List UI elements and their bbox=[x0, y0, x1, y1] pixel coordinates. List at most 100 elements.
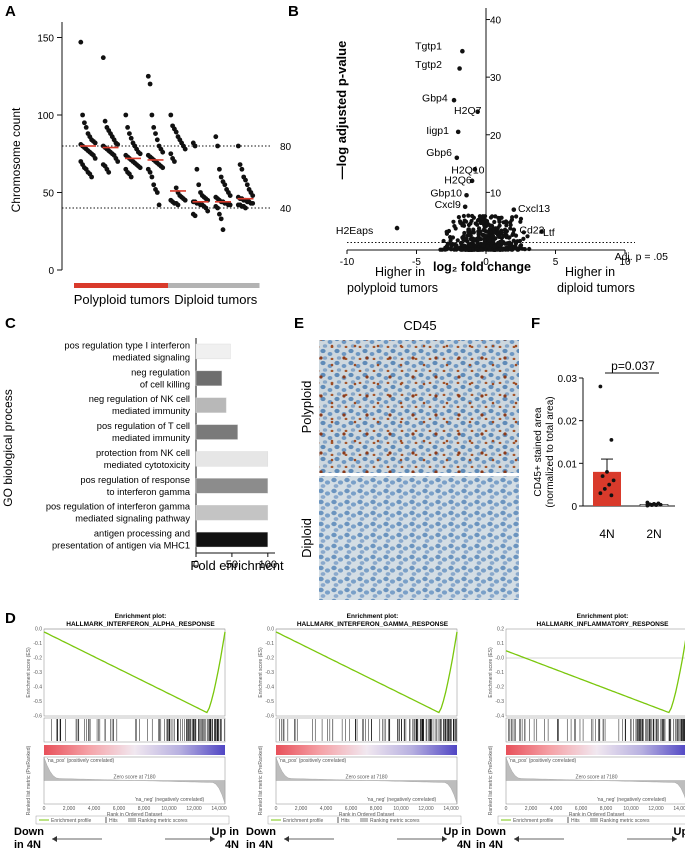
labeled-point bbox=[460, 48, 465, 54]
es-frame bbox=[275, 628, 458, 717]
es-frame bbox=[505, 628, 685, 717]
x-tick-label: 12,000 bbox=[648, 806, 664, 812]
data-point bbox=[115, 159, 121, 164]
bar bbox=[195, 343, 231, 360]
data-point bbox=[154, 190, 160, 195]
es-tick-label: -0.6 bbox=[265, 714, 274, 720]
panel-d: D Enrichment plot:HALLMARK_INTERFERON_AL… bbox=[5, 610, 685, 851]
gsea-plot: Enrichment plot:HALLMARK_INTERFERON_ALPH… bbox=[14, 613, 239, 851]
background-point bbox=[480, 220, 486, 225]
down-arrow-head bbox=[514, 836, 519, 842]
x-tick-label: 10,000 bbox=[161, 806, 177, 812]
x-axis-label: Rank in Ordered Dataset bbox=[569, 812, 625, 818]
data-point bbox=[649, 503, 654, 508]
background-point bbox=[455, 246, 460, 252]
data-point bbox=[598, 384, 603, 389]
data-point bbox=[244, 182, 250, 188]
data-point bbox=[145, 73, 151, 79]
rank-axis-label: Ranked list metric (PreRanked) bbox=[488, 745, 494, 815]
data-point bbox=[227, 193, 233, 199]
data-point bbox=[192, 213, 198, 219]
background-point bbox=[444, 247, 449, 252]
data-point bbox=[607, 482, 612, 487]
data-point bbox=[218, 216, 224, 222]
panel-a-label: A bbox=[5, 3, 16, 20]
background-point bbox=[504, 220, 509, 225]
x-tick-label: 12,000 bbox=[186, 806, 202, 812]
x-tick-label: 50 bbox=[226, 559, 238, 571]
background-point bbox=[499, 230, 504, 235]
data-point bbox=[128, 174, 134, 180]
background-point bbox=[480, 214, 486, 219]
gsea-plot-subtitle: HALLMARK_INFLAMMATORY_RESPONSE bbox=[536, 621, 669, 628]
panel-e-label: E bbox=[294, 315, 304, 332]
es-tick-label: 0.0 bbox=[267, 627, 274, 633]
category-label-line1: protection from NK cell bbox=[96, 448, 190, 458]
x-tick-label: 8,000 bbox=[138, 806, 151, 812]
x-tick-label: 4,000 bbox=[320, 806, 333, 812]
category-label-line2: mediated immunity bbox=[112, 433, 190, 443]
background-point bbox=[482, 224, 487, 229]
panel-b-axes: 10 20 30 40 -10 -5 0 5 10 bbox=[340, 8, 635, 268]
data-point bbox=[182, 146, 188, 152]
category-label-line1: pos regulation of interferon gamma bbox=[46, 502, 191, 512]
gene-label: H2Eaps bbox=[336, 225, 373, 237]
background-point bbox=[475, 218, 481, 223]
pos-label: 'na_pos' (positively correlated) bbox=[509, 758, 577, 764]
x-tick-label: 10,000 bbox=[393, 806, 409, 812]
gene-label: Gbp4 bbox=[422, 92, 448, 104]
rank-color-bar bbox=[506, 745, 685, 755]
labeled-point bbox=[469, 178, 475, 184]
es-axis-label: Enrichment score (ES) bbox=[258, 647, 264, 698]
es-tick-label: -0.1 bbox=[265, 641, 274, 647]
gene-label: Cxcl13 bbox=[518, 203, 550, 215]
background-point bbox=[462, 230, 467, 236]
background-point bbox=[497, 219, 502, 225]
rank-axis-label: Ranked list metric (PreRanked) bbox=[258, 745, 264, 815]
x-tick-label: 6,000 bbox=[345, 806, 358, 812]
background-point bbox=[456, 215, 461, 220]
x-tick-label: 10 bbox=[619, 257, 631, 268]
background-point bbox=[467, 247, 472, 252]
data-point bbox=[194, 166, 200, 172]
y-tick-label: 0 bbox=[571, 502, 577, 513]
category-label-line2: mediated signaling pathway bbox=[75, 514, 190, 524]
gene-label: Tgtp1 bbox=[415, 40, 442, 52]
data-point bbox=[243, 177, 248, 183]
labeled-point bbox=[511, 207, 517, 212]
labeled-point bbox=[455, 129, 461, 135]
data-point bbox=[213, 134, 219, 140]
background-point bbox=[499, 215, 504, 220]
gene-label: Gbp6 bbox=[426, 147, 452, 159]
panel-e: E CD45 Polyploid Diploid bbox=[294, 315, 519, 600]
up-label-line1: Up in bbox=[674, 826, 685, 838]
panel-b-left-note-2: polyploid tumors bbox=[347, 281, 438, 295]
x-tick-label: 2,000 bbox=[295, 806, 308, 812]
micrograph-polyploid-stain bbox=[319, 340, 519, 473]
es-tick-label: -0.4 bbox=[495, 714, 504, 720]
panel-a-points bbox=[78, 39, 256, 233]
data-point bbox=[654, 503, 659, 508]
neg-label: 'na_neg' (negatively correlated) bbox=[367, 797, 437, 803]
group-label-diploid: Diploid tumors bbox=[174, 292, 258, 307]
gene-label: Iigp1 bbox=[426, 125, 449, 137]
x-tick-label: 0 bbox=[193, 559, 199, 571]
background-point bbox=[469, 218, 474, 224]
panel-e-row-polyploid: Polyploid bbox=[299, 381, 314, 434]
category-label-line1: neg regulation of NK cell bbox=[89, 394, 190, 404]
data-point bbox=[89, 174, 94, 180]
panel-b-right-note-1: Higher in bbox=[565, 265, 615, 279]
background-point bbox=[514, 214, 519, 219]
es-axis-label: Enrichment score (ES) bbox=[488, 647, 494, 698]
category-label-line1: antigen processing and bbox=[94, 529, 190, 539]
data-point bbox=[605, 469, 609, 474]
background-point bbox=[453, 243, 458, 248]
background-point bbox=[507, 240, 512, 245]
gene-label: H2Q10 bbox=[451, 164, 484, 176]
panel-f: F CD45+ stained area (normalized to tota… bbox=[531, 315, 675, 541]
legend-profile: Enrichment profile bbox=[51, 818, 92, 824]
es-tick-label: -0.2 bbox=[495, 685, 504, 691]
x-tick-label: 6,000 bbox=[113, 806, 126, 812]
down-label-line1: Down bbox=[14, 826, 44, 838]
panel-b-threshold-label: Adj. p = .05 bbox=[615, 251, 669, 263]
